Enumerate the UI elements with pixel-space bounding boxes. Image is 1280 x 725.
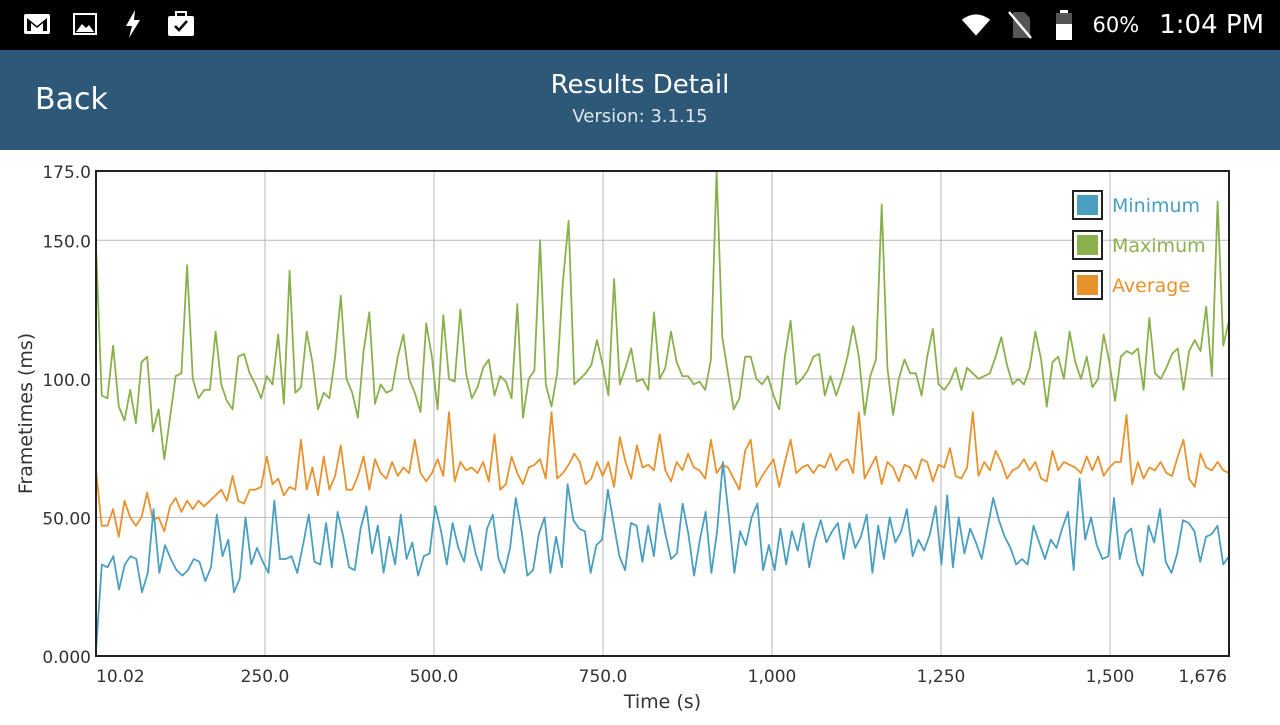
legend-label-average: Average [1112, 275, 1190, 297]
lightning-icon [118, 9, 148, 39]
status-system-icons: 60% 1:04 PM [961, 0, 1264, 50]
status-notification-icons [22, 9, 196, 39]
plot-area-frame [95, 170, 1230, 657]
y-tick-label: 0.000 [42, 648, 91, 668]
x-tick-label: 1,676 [1178, 667, 1227, 687]
wifi-icon [961, 10, 991, 40]
x-tick-label: 1,250 [917, 667, 966, 687]
series-line-minimum [95, 461, 1230, 651]
y-tick-label: 175.0 [42, 163, 91, 183]
back-button[interactable]: Back [35, 82, 108, 117]
x-tick-label: 10.02 [96, 667, 145, 687]
legend-swatch-average [1077, 275, 1098, 295]
status-clock: 1:04 PM [1159, 10, 1264, 40]
battery-percent: 60% [1092, 13, 1140, 37]
x-tick-label: 500.0 [410, 667, 459, 687]
version-subtitle: Version: 3.1.15 [572, 106, 708, 127]
legend-swatch-maximum [1077, 235, 1098, 255]
briefcase-check-icon [166, 9, 196, 39]
chart-series [95, 170, 1230, 651]
series-line-average [95, 411, 1230, 538]
y-tick-label: 50.00 [42, 509, 91, 529]
legend-swatch-minimum [1077, 195, 1098, 215]
y-axis-label: Frametimes (ms) [15, 333, 37, 494]
status-bar: 60% 1:04 PM [0, 0, 1280, 50]
frametime-chart-container: 0.000 50.00 100.0 150.0 175.0 10.02 250.0 500.0… [0, 150, 1280, 720]
legend-label-minimum: Minimum [1112, 195, 1200, 217]
no-sim-icon [1005, 10, 1035, 40]
battery-icon [1049, 10, 1079, 40]
frametime-chart: 0.000 50.00 100.0 150.0 175.0 10.02 250.0 500.0… [15, 163, 1230, 713]
y-tick-label: 150.0 [42, 232, 91, 252]
x-tick-label: 1,000 [748, 667, 797, 687]
x-tick-label: 750.0 [579, 667, 628, 687]
gallery-icon [70, 9, 100, 39]
x-tick-label: 1,500 [1086, 667, 1135, 687]
app-bar: Back Results Detail Version: 3.1.15 [0, 50, 1280, 150]
series-line-maximum [95, 170, 1230, 461]
gmail-icon [22, 9, 52, 39]
legend-label-maximum: Maximum [1112, 235, 1206, 257]
page-title: Results Detail [550, 70, 730, 100]
chart-grid [96, 171, 1229, 656]
x-tick-label: 250.0 [241, 667, 290, 687]
y-tick-label: 100.0 [42, 371, 91, 391]
x-axis-label: Time (s) [623, 691, 701, 713]
title-block: Results Detail Version: 3.1.15 [0, 70, 1280, 127]
chart-tick-labels: 0.000 50.00 100.0 150.0 175.0 10.02 250.0 500.0… [42, 163, 1227, 687]
chart-legend: Minimum Maximum Average [1072, 190, 1206, 300]
